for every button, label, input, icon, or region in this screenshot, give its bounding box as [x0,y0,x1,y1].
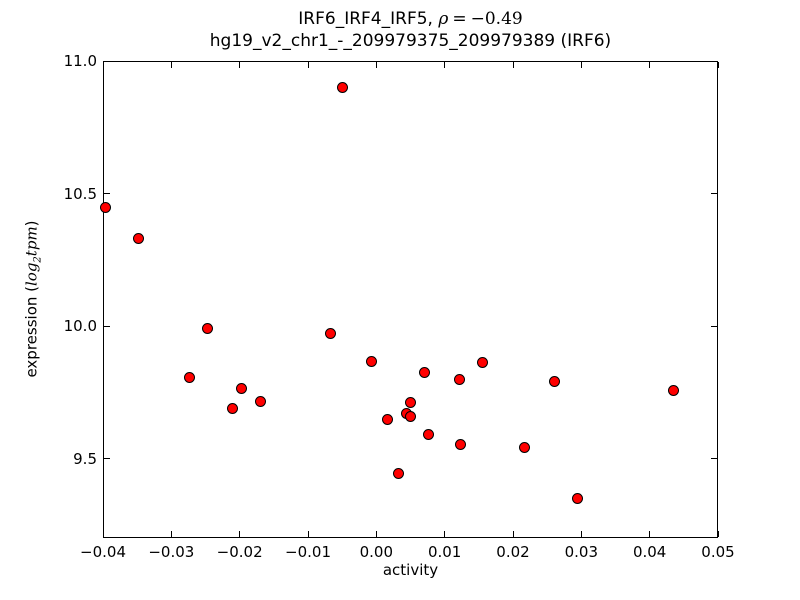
y-tick-label: 10.0 [63,317,97,335]
y-label-log-word: log [22,262,41,286]
y-tick-right [711,325,717,327]
x-tick-top [649,62,651,68]
data-point [336,81,348,93]
data-point [133,233,145,245]
data-point [202,322,214,334]
x-tick-top [102,62,104,68]
x-tick-label: 0.05 [701,543,735,561]
data-point [392,468,404,480]
chart-title-line2: hg19_v2_chr1_-_209979375_209979389 (IRF6… [209,31,612,51]
y-axis-label: expression (log2tpm) [23,220,44,377]
data-point [381,414,393,426]
data-point [226,402,238,414]
x-tick-top [444,62,446,68]
data-point [366,355,378,367]
x-tick-bottom [444,531,446,537]
x-tick-label: −0.04 [80,543,126,561]
title-gene-set: IRF6_IRF4_IRF5, [298,9,433,29]
title-equals-sign: = [452,9,467,29]
x-tick-bottom [170,531,172,537]
y-tick-right [711,60,717,62]
y-label-units: tpm [22,226,41,257]
data-point [668,384,680,396]
x-tick-top [580,62,582,68]
x-tick-top [170,62,172,68]
x-tick-bottom [649,531,651,537]
y-tick-right [711,458,717,459]
x-tick-bottom [580,531,582,537]
y-tick-right [711,193,717,194]
chart-title-line1: IRF6_IRF4_IRF5, ρ = −0.49 [103,8,718,30]
x-tick-label: 0.00 [359,543,394,561]
x-tick-bottom [102,531,104,537]
data-point [183,371,195,383]
data-point [477,356,489,368]
data-point [423,428,435,440]
data-point [549,375,561,387]
x-tick-label: 0.02 [496,543,530,561]
y-tick-left [104,60,110,62]
data-point [454,374,466,386]
data-point [255,395,267,407]
data-point [325,328,337,340]
y-tick-left [104,193,110,194]
x-tick-label: 0.03 [564,543,599,561]
y-tick-label: 10.5 [63,184,97,203]
x-tick-label: 0.04 [632,543,667,561]
x-tick-top [512,62,514,68]
y-tick-left [104,325,110,327]
chart-title: IRF6_IRF4_IRF5, ρ = −0.49 hg19_v2_chr1_-_2… [103,8,718,52]
x-tick-label: −0.02 [216,543,263,561]
data-point [571,493,583,504]
data-point [454,438,466,450]
y-label-suffix: ) [22,220,41,227]
x-tick-top [375,62,377,68]
data-point [419,367,431,379]
x-tick-bottom [717,531,719,537]
data-point [405,397,416,409]
x-tick-top [239,62,241,68]
x-tick-bottom [307,531,309,537]
x-tick-bottom [512,531,514,537]
data-point [519,441,531,453]
x-tick-top [307,62,309,68]
plot-area [103,61,718,538]
y-tick-left [104,458,110,459]
title-rho-symbol: ρ [438,9,449,29]
data-point [100,201,112,213]
x-tick-label: 0.01 [427,543,462,561]
title-rho-value: −0.49 [470,9,523,29]
x-axis-label: activity [382,561,439,579]
x-tick-label: −0.01 [285,543,331,561]
x-tick-label: −0.03 [148,543,195,561]
x-tick-top [717,62,719,68]
x-tick-bottom [239,531,241,537]
y-label-prefix: expression ( [22,286,41,378]
data-point [236,382,248,394]
data-point [405,410,416,422]
y-tick-label: 11.0 [63,52,97,70]
y-tick-label: 9.5 [73,449,97,468]
x-tick-bottom [375,531,377,537]
y-label-log-subscript: 2 [32,256,44,263]
